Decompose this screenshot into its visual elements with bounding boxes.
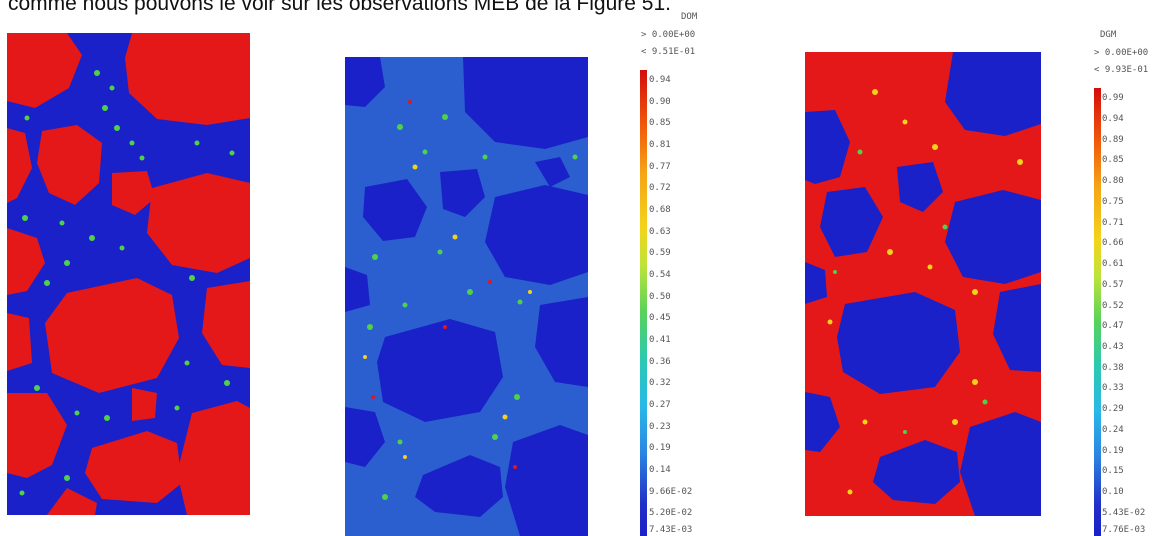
dgm-tick-label: 0.15 [1102,466,1124,476]
dgm-tick-label: 0.57 [1102,280,1124,290]
dgm-colorbar-max-label: > 0.00E+00 [1094,48,1149,58]
dgm-colorbar-title: DGM [1100,30,1117,40]
dgm-tick-label: 0.75 [1102,197,1124,207]
dom-colorbar: DOM > 0.00E+00 < 9.51E-01 0.94 0.90 0.85… [633,0,743,536]
dom-tick-label: 0.81 [649,140,671,150]
dgm-tick-label: 0.94 [1102,114,1124,124]
dgm-tick-label: 0.52 [1102,301,1124,311]
dgm-tick-label: 0.47 [1102,321,1124,331]
caption-text: comme nous pouvons le voir sur les obser… [8,0,671,15]
dgm-tick-label: 0.66 [1102,238,1124,248]
dom-colorbar-title: DOM [681,12,698,22]
dom-tick-label: 0.19 [649,443,671,453]
dom-tick-label: 7.43E-03 [649,525,693,535]
dgm-tick-label: 0.85 [1102,155,1124,165]
dom-tick-label: 0.36 [649,357,671,367]
dom-tick-label: 5.20E-02 [649,508,693,518]
dom-tick-label: 0.32 [649,378,671,388]
dom-tick-label: 0.45 [649,313,671,323]
dom-tick-label: 0.90 [649,97,671,107]
dom-tick-label: 0.72 [649,183,671,193]
dom-tick-label: 9.66E-02 [649,487,693,497]
dgm-tick-label: 0.38 [1102,363,1124,373]
mesostructure-image [7,33,250,515]
dom-tick-label: 0.27 [649,400,671,410]
dgm-tick-label: 0.80 [1102,176,1124,186]
dom-tick-label: 0.94 [649,75,671,85]
dom-colorbar-gradient [640,70,647,536]
dgm-tick-label: 0.33 [1102,383,1124,393]
dgm-tick-label: 0.19 [1102,446,1124,456]
dgm-tick-label: 0.43 [1102,342,1124,352]
dom-tick-label: 0.63 [649,227,671,237]
dom-tick-label: 0.54 [649,270,671,280]
dgm-damage-panel [805,52,1041,516]
dgm-tick-label: 0.61 [1102,259,1124,269]
dom-tick-label: 0.14 [649,465,671,475]
dom-tick-label: 0.50 [649,292,671,302]
dgm-tick-label: 0.10 [1102,487,1124,497]
dom-tick-label: 0.77 [649,162,671,172]
mesostructure-panel [7,33,250,515]
dom-colorbar-min-label: < 9.51E-01 [641,47,696,57]
dom-tick-label: 0.59 [649,248,671,258]
dom-tick-label: 0.85 [649,118,671,128]
dgm-colorbar: DGM > 0.00E+00 < 9.93E-01 0.99 0.94 0.89… [1092,0,1159,536]
dgm-tick-label: 0.24 [1102,425,1124,435]
dgm-tick-label: 0.71 [1102,218,1124,228]
dgm-tick-label: 0.89 [1102,135,1124,145]
dom-damage-panel [345,57,588,536]
dom-damage-image [345,57,588,536]
dom-tick-label: 0.68 [649,205,671,215]
dgm-tick-label: 7.76E-03 [1102,525,1146,535]
dgm-tick-label: 0.29 [1102,404,1124,414]
dgm-tick-label: 5.43E-02 [1102,508,1146,518]
dgm-colorbar-gradient [1094,88,1101,536]
dgm-tick-label: 0.99 [1102,93,1124,103]
dgm-damage-image [805,52,1041,516]
dgm-colorbar-min-label: < 9.93E-01 [1094,65,1149,75]
dom-tick-label: 0.41 [649,335,671,345]
dom-colorbar-max-label: > 0.00E+00 [641,30,696,40]
dom-tick-label: 0.23 [649,422,671,432]
